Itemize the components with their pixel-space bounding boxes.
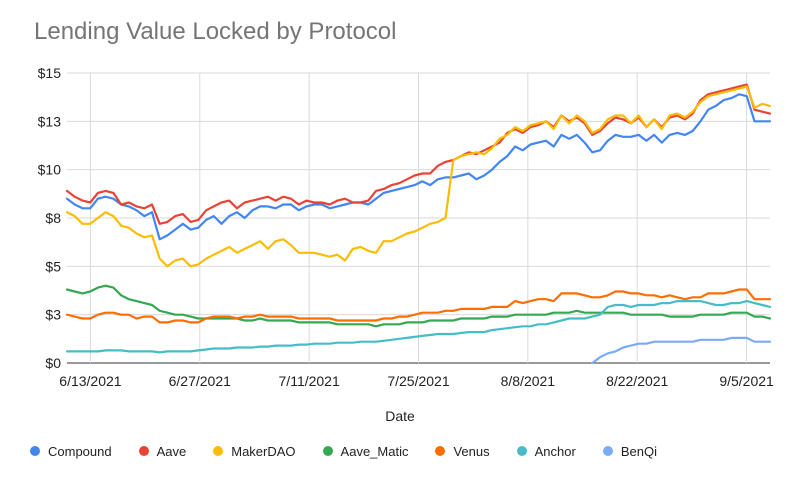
legend-label: MakerDAO	[231, 443, 296, 459]
series-line-anchor	[65, 300, 772, 354]
legend-label: Venus	[453, 443, 490, 459]
series-line-benqi	[591, 336, 772, 365]
legend-swatch	[516, 446, 527, 456]
x-tick-label: 8/8/2021	[501, 373, 556, 389]
y-tick-label: $15	[38, 65, 62, 81]
chart-legend: Compound Aave MakerDAO Aave_Matic Venus Ancho…	[30, 441, 684, 461]
legend-swatch	[213, 446, 224, 456]
legend-item-venus: Venus	[435, 443, 490, 459]
chart-title: Lending Value Locked by Protocol	[34, 18, 397, 45]
legend-item-aave-matic: Aave_Matic	[322, 443, 409, 459]
x-tick-label: 7/25/2021	[387, 373, 449, 389]
legend-item-aave: Aave	[138, 443, 187, 459]
y-tick-label: $10	[38, 162, 62, 178]
x-tick-label: 7/11/2021	[279, 373, 340, 389]
legend-label: Anchor	[534, 443, 576, 459]
y-tick-label: $13	[38, 113, 62, 129]
y-tick-label: $3	[45, 307, 61, 323]
series-line-compound	[65, 93, 772, 241]
legend-swatch	[435, 446, 446, 456]
x-tick-label: 6/27/2021	[169, 373, 231, 389]
legend-label: BenQi	[620, 443, 657, 459]
legend-item-compound: Compound	[30, 444, 112, 459]
y-tick-label: $0	[45, 355, 61, 371]
legend-item-anchor: Anchor	[516, 443, 576, 459]
x-axis-label: Date	[385, 408, 415, 424]
legend-swatch	[138, 446, 149, 456]
x-tick-label: 9/5/2021	[719, 373, 774, 389]
legend-label: Aave	[156, 443, 187, 459]
legend-swatch	[30, 446, 40, 456]
x-tick-label: 8/22/2021	[606, 373, 668, 389]
series-line-venus	[65, 288, 772, 324]
legend-swatch	[602, 446, 613, 456]
y-tick-label: $5	[45, 258, 61, 274]
legend-label: Compound	[48, 443, 112, 459]
series-line-aave-matic	[65, 284, 772, 328]
series-line-makerdao	[65, 85, 772, 268]
legend-item-benqi: BenQi	[602, 443, 657, 459]
legend-item-makerdao: MakerDAO	[213, 443, 296, 459]
legend-label: Aave_Matic	[340, 443, 409, 459]
legend-swatch	[322, 446, 333, 456]
x-tick-label: 6/13/2021	[59, 373, 121, 389]
y-tick-label: $8	[45, 210, 61, 226]
